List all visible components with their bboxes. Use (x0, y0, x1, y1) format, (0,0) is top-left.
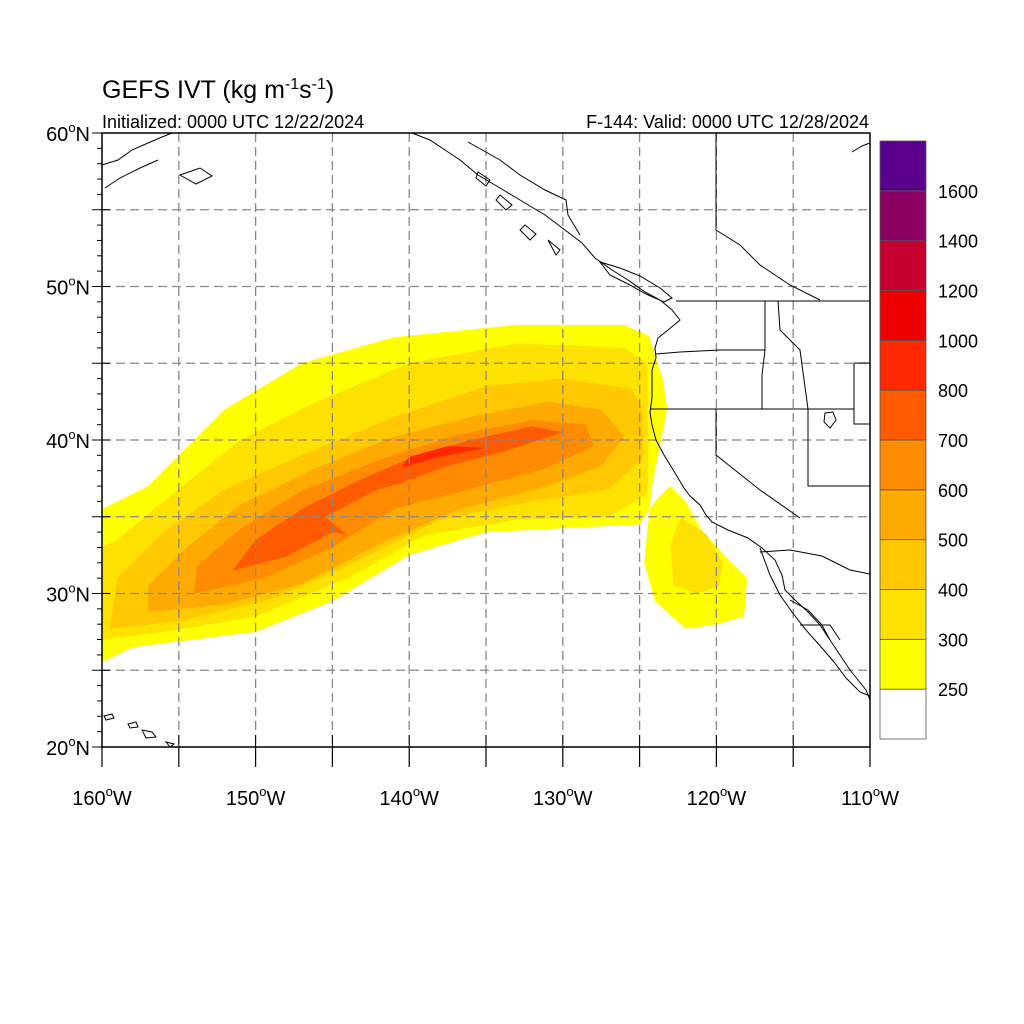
colorbar-swatch-11 (879, 140, 927, 192)
colorbar-label-800: 800 (938, 381, 968, 401)
ivt-band-800-7 (401, 446, 486, 468)
colorbar-swatch-10 (879, 190, 927, 242)
lon-label-140W: 140oW (379, 784, 439, 810)
map-title: GEFS IVT (kg m-1s-1) (102, 76, 334, 104)
lat-lon-gridlines (102, 133, 870, 747)
colorbar-swatch-1 (879, 638, 927, 690)
border-wa-or (655, 349, 765, 355)
coastline-north-america (411, 133, 870, 701)
axis-ticks (92, 132, 871, 767)
lat-label-60N: 60oN (46, 120, 90, 146)
colorbar-swatch-4 (879, 489, 927, 541)
map-area (102, 133, 870, 747)
border-mexico-states (800, 624, 841, 641)
colorbar-label-500: 500 (938, 531, 968, 551)
ivt-band-300-2 (670, 516, 723, 594)
lat-label-30N: 30oN (46, 581, 90, 607)
coastline-baja (759, 547, 870, 697)
ivt-band-700-6 (232, 426, 563, 571)
coastline-northeast-corner (851, 142, 870, 153)
coastlines (102, 133, 870, 747)
coastline-alaska (102, 133, 173, 189)
coastline-hawaii (103, 713, 176, 747)
lon-label-150W: 150oW (226, 784, 286, 810)
lat-label-20N: 20oN (46, 734, 90, 760)
latitude-labels: 20oN 30oN 40oN 50oN 60oN (46, 120, 90, 760)
colorbar-label-1200: 1200 (938, 282, 978, 302)
ivt-shading-layer (102, 324, 748, 663)
border-id-mt (777, 300, 809, 410)
lon-label-110W: 110oW (841, 784, 899, 810)
colorbar-swatch-0 (879, 688, 927, 740)
coastline-islands-bc (178, 167, 561, 256)
lat-label-40N: 40oN (46, 427, 90, 453)
ivt-colorbar: 250 300 400 500 600 700 800 1000 1200 1400 1600 (879, 140, 978, 740)
colorbar-label-400: 400 (938, 581, 968, 601)
colorbar-label-1000: 1000 (938, 331, 978, 351)
border-alaska-canada (467, 141, 581, 236)
border-us-mexico (759, 549, 870, 575)
colorbar-label-700: 700 (938, 431, 968, 451)
political-borders (467, 133, 870, 641)
lon-label-160W: 160oW (72, 784, 132, 810)
coastline-vancouver-island (598, 261, 673, 303)
border-wy (853, 362, 870, 425)
lon-label-130W: 130oW (533, 784, 593, 810)
colorbar-label-250: 250 (938, 680, 968, 700)
colorbar-swatch-3 (879, 539, 927, 590)
colorbar-swatch-5 (879, 439, 927, 491)
border-bc-interior (715, 133, 821, 301)
valid-time-label: F-144: Valid: 0000 UTC 12/28/2024 (586, 112, 869, 132)
border-nv-az (807, 409, 870, 487)
colorbar-swatch-7 (879, 339, 927, 391)
colorbar-label-600: 600 (938, 481, 968, 501)
border-id-west (761, 301, 766, 409)
colorbar-label-1400: 1400 (938, 232, 978, 252)
colorbar-label-1600: 1600 (938, 182, 978, 202)
lat-label-50N: 50oN (46, 274, 90, 300)
colorbar-swatch-2 (879, 589, 927, 640)
colorbar-label-300: 300 (938, 630, 968, 650)
colorbar-swatch-6 (879, 389, 927, 441)
border-ca-nv (715, 409, 801, 519)
colorbar-swatch-8 (879, 290, 927, 341)
lon-label-120W: 120oW (687, 784, 747, 810)
coastline-lake (823, 411, 837, 429)
longitude-labels: 160oW 150oW 140oW 130oW 120oW 110oW (72, 784, 899, 810)
colorbar-swatch-9 (879, 240, 927, 291)
init-time-label: Initialized: 0000 UTC 12/22/2024 (102, 112, 364, 132)
